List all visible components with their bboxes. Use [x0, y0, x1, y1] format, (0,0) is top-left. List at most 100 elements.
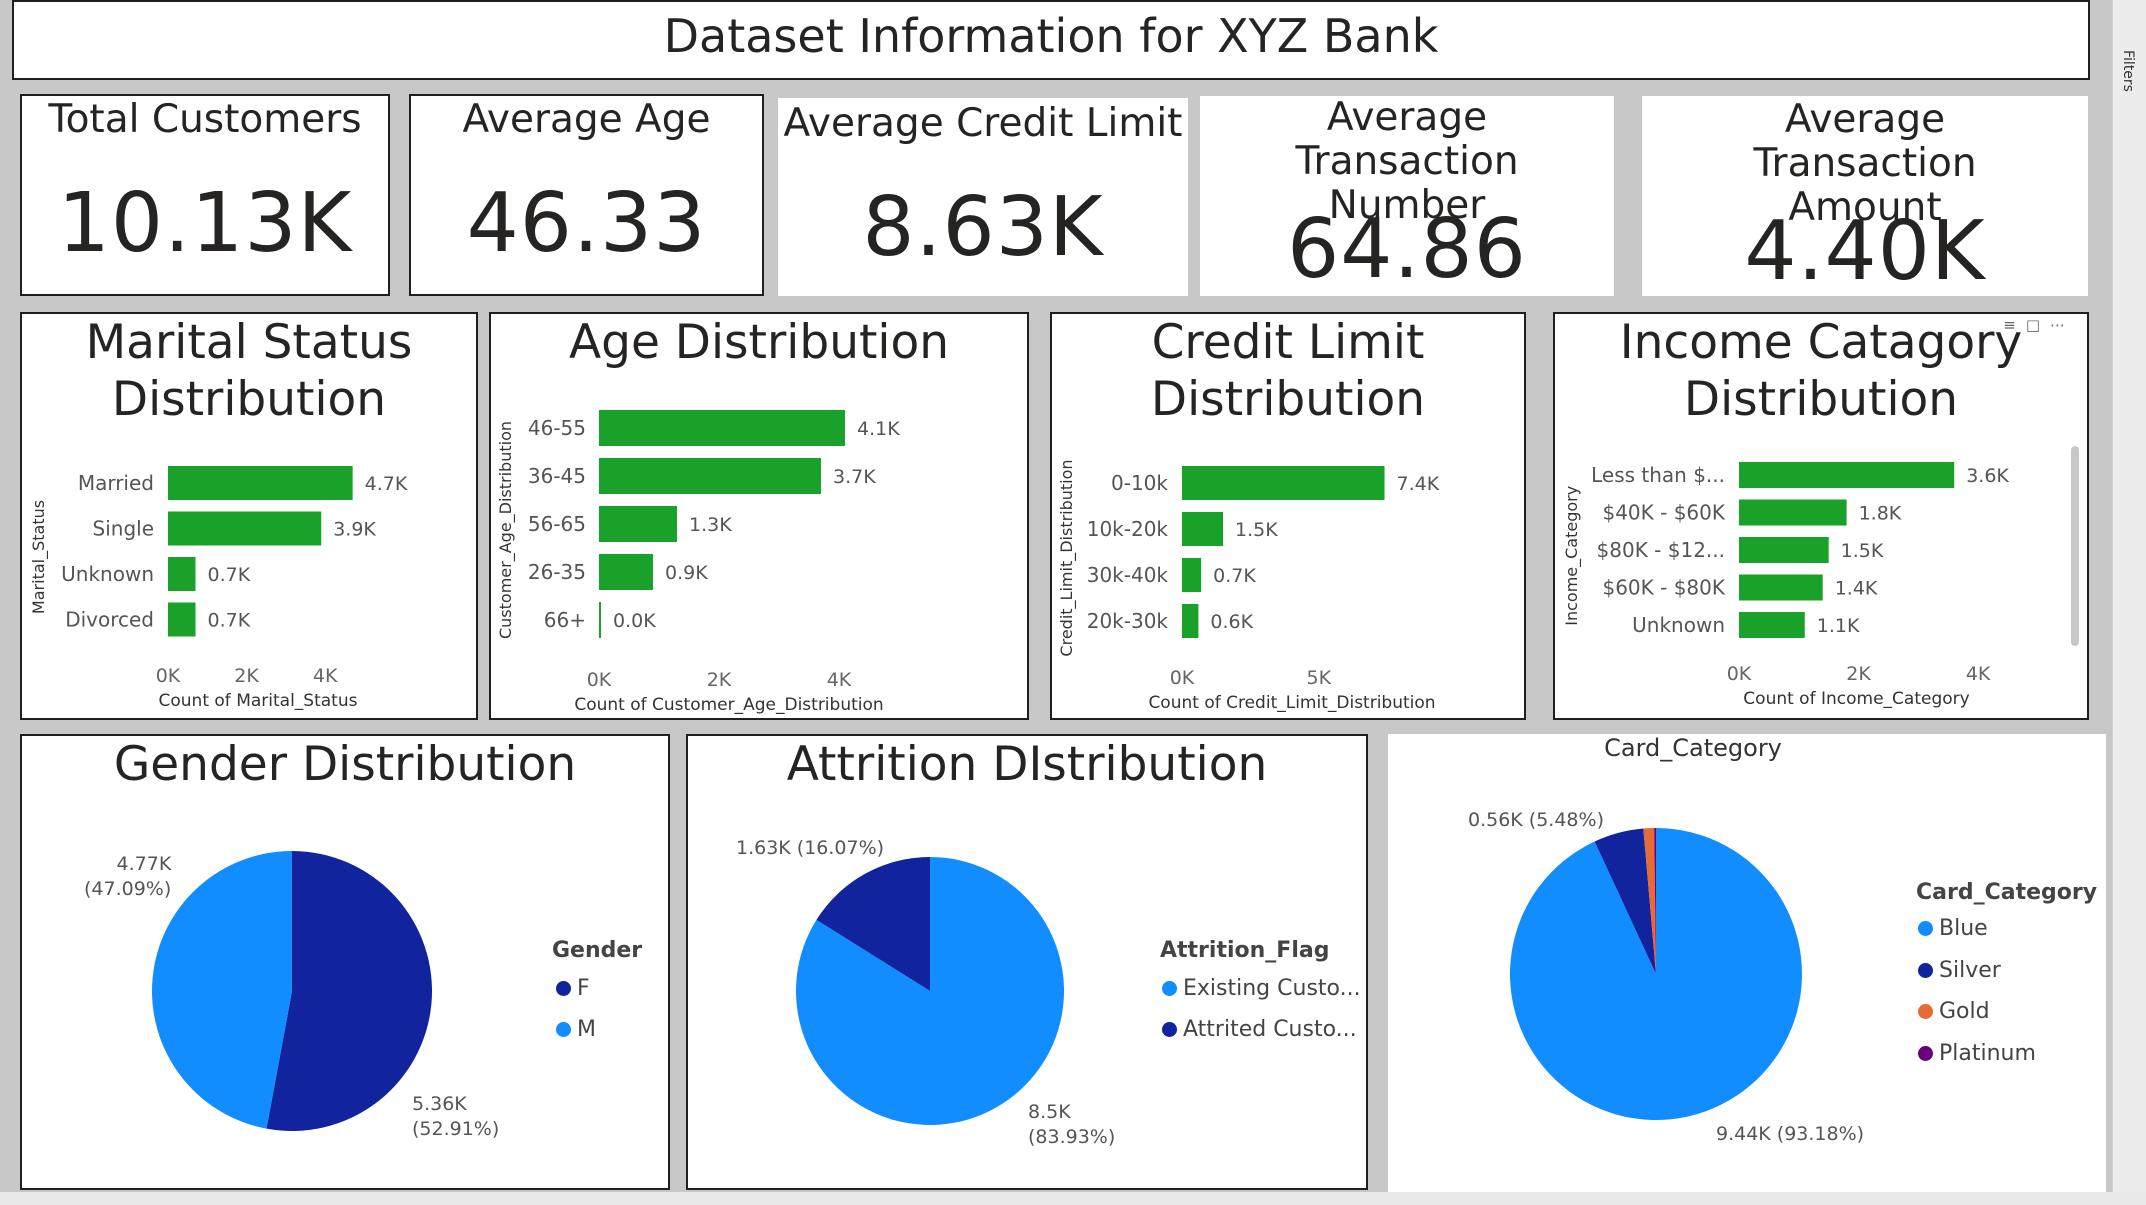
bar-chart-svg: Less than $... 3.6K $40K - $60K 1.8K $80K - …	[1562, 462, 2009, 709]
legend-item-gold[interactable]: Gold	[1918, 999, 1990, 1024]
data-label: 1.3K	[689, 514, 732, 536]
filters-pane[interactable]	[2112, 0, 2146, 1205]
legend-item-platinum[interactable]: Platinum	[1918, 1041, 2036, 1066]
kpi-value: 4.40K	[1744, 204, 1986, 299]
more-options-icon[interactable]: ⋯	[2050, 316, 2075, 334]
focus-mode-icon[interactable]: □	[2025, 316, 2050, 334]
kpi-average-credit-limit: Average Credit Limit 8.63K	[778, 98, 1188, 296]
chart-title: Gender Distribution	[113, 737, 577, 792]
legend-label: Blue	[1939, 916, 1988, 941]
attrition-distribution-chart[interactable]: Attrition DIstribution Attrition_Flag Ex…	[686, 734, 1368, 1190]
credit-limit-chart[interactable]: 0-10k 7.4K 10k-20k 1.5K 30k-40k 0.7K 20k-30k 0.…	[1050, 312, 1526, 720]
data-label: 4.7K	[365, 473, 408, 495]
category-label: 46-55	[528, 416, 586, 440]
visual-toolbar[interactable]: ≡□⋯	[2003, 316, 2075, 334]
legend-dot	[1918, 1004, 1933, 1019]
chart-title: Card_Category	[1604, 734, 1782, 762]
bar	[599, 602, 601, 638]
gender-distribution-chart[interactable]: Gender Distribution Gender F M 5.36K (52…	[20, 734, 670, 1190]
chart-title: Credit Limit Distribution	[1150, 315, 1426, 427]
x-axis-label: Count of Customer_Age_Distribution	[574, 695, 883, 715]
x-axis-label: Count of Income_Category	[1743, 689, 1969, 709]
legend-item-m[interactable]: M	[556, 1017, 596, 1042]
legend-label: F	[577, 976, 590, 1001]
legend-item-f[interactable]: F	[556, 976, 590, 1001]
legend-dot	[556, 1022, 571, 1037]
pie-chart-svg	[151, 851, 433, 1131]
bar	[599, 554, 653, 590]
legend-dot	[1918, 1046, 1933, 1061]
pie-slice	[266, 851, 433, 1131]
x-tick-label: 2K	[1846, 663, 1871, 685]
data-label: 3.7K	[833, 466, 876, 488]
data-label: 0.7K	[1213, 565, 1256, 587]
pie-slice	[1594, 828, 1656, 974]
kpi-value: 10.13K	[57, 176, 353, 271]
data-label: 4.1K	[857, 418, 900, 440]
card-category-chart[interactable]: Card_Category Card_Category Blue Silver …	[1388, 734, 2106, 1192]
pie-chart-svg	[1510, 828, 1802, 1120]
marital-status-chart[interactable]: Married 4.7K Single 3.9K Unknown 0.7K Divorced…	[20, 312, 478, 720]
x-tick-label: 0K	[587, 669, 612, 691]
slice-label-text: 4.77K (47.09%)	[84, 853, 172, 900]
legend-item-attrited[interactable]: Attrited Custo...	[1162, 1017, 1357, 1042]
x-tick-label: 0K	[1727, 663, 1752, 685]
kpi-average-transaction-amount: Average Transaction Amount 4.40K	[1642, 96, 2088, 299]
slice-label: 5.36K (52.91%)	[412, 1092, 499, 1142]
pie-slice	[816, 857, 930, 991]
category-label: 10k-20k	[1087, 517, 1169, 541]
legend-label: Gold	[1939, 999, 1990, 1024]
legend-item-silver[interactable]: Silver	[1918, 958, 2001, 983]
category-label: Unknown	[1632, 613, 1725, 637]
y-axis-label: Marital_Status	[29, 500, 49, 614]
x-tick-label: 4K	[1966, 663, 1991, 685]
category-label: 36-45	[528, 464, 586, 488]
chart-title: Age Distribution	[568, 315, 950, 370]
filter-icon[interactable]: ≡	[2003, 316, 2026, 334]
page-scroll-strip	[0, 1192, 2146, 1205]
income-category-chart[interactable]: Less than $... 3.6K $40K - $60K 1.8K $80K - …	[1553, 312, 2089, 720]
kpi-label: Average Transaction Number	[1295, 95, 1519, 228]
age-distribution-chart[interactable]: 46-55 4.1K 36-45 3.7K 56-65 1.3K 26-35 0.9K 66+ 0…	[489, 312, 1029, 720]
slice-label-text: 5.36K (52.91%)	[412, 1093, 500, 1140]
kpi-label: Average Credit Limit	[783, 101, 1183, 146]
legend-label: Platinum	[1939, 1041, 2036, 1066]
bar	[1182, 604, 1199, 638]
category-label: $60K - $80K	[1602, 576, 1725, 600]
bar-chart-svg: 0-10k 7.4K 10k-20k 1.5K 30k-40k 0.7K 20k-30k 0.…	[1057, 459, 1440, 713]
legend-label: Silver	[1939, 958, 2001, 983]
x-tick-label: 0K	[1170, 667, 1195, 689]
pie-chart-svg	[796, 857, 1064, 1125]
category-label: $80K - $12...	[1597, 538, 1725, 562]
bar	[599, 458, 821, 494]
x-tick-label: 4K	[827, 669, 852, 691]
slice-label-text: 8.5K (83.93%)	[1028, 1101, 1116, 1148]
chart-title: Attrition DIstribution	[786, 737, 1268, 792]
slice-label: 8.5K (83.93%)	[1028, 1100, 1115, 1150]
legend-dot	[1162, 1022, 1177, 1037]
chart-title: Marital Status Distribution	[85, 315, 413, 427]
slice-label-text: 9.44K (93.18%)	[1716, 1123, 1865, 1145]
legend-dot	[1918, 963, 1933, 978]
data-label: 3.6K	[1966, 465, 2009, 487]
category-label: 0-10k	[1111, 471, 1168, 495]
legend-item-existing[interactable]: Existing Custo...	[1162, 976, 1361, 1001]
scrollbar[interactable]	[2071, 446, 2079, 646]
x-tick-label: 2K	[707, 669, 732, 691]
slice-label: 4.77K (47.09%)	[84, 852, 171, 902]
category-label: Less than $...	[1591, 463, 1725, 487]
data-label: 1.5K	[1235, 519, 1278, 541]
bar	[168, 511, 322, 546]
x-tick-label: 5K	[1307, 667, 1332, 689]
legend-item-blue[interactable]: Blue	[1918, 916, 1988, 941]
filters-label[interactable]: Filters	[2120, 50, 2136, 92]
bar	[599, 410, 845, 446]
legend-dot	[1162, 981, 1177, 996]
bar	[1739, 499, 1847, 526]
x-tick-label: 0K	[156, 665, 181, 687]
kpi-value: 8.63K	[862, 180, 1104, 275]
x-axis-label: Count of Credit_Limit_Distribution	[1148, 693, 1435, 713]
bar	[1739, 574, 1823, 601]
kpi-total-customers: Total Customers 10.13K	[20, 94, 390, 296]
bar	[168, 602, 196, 637]
